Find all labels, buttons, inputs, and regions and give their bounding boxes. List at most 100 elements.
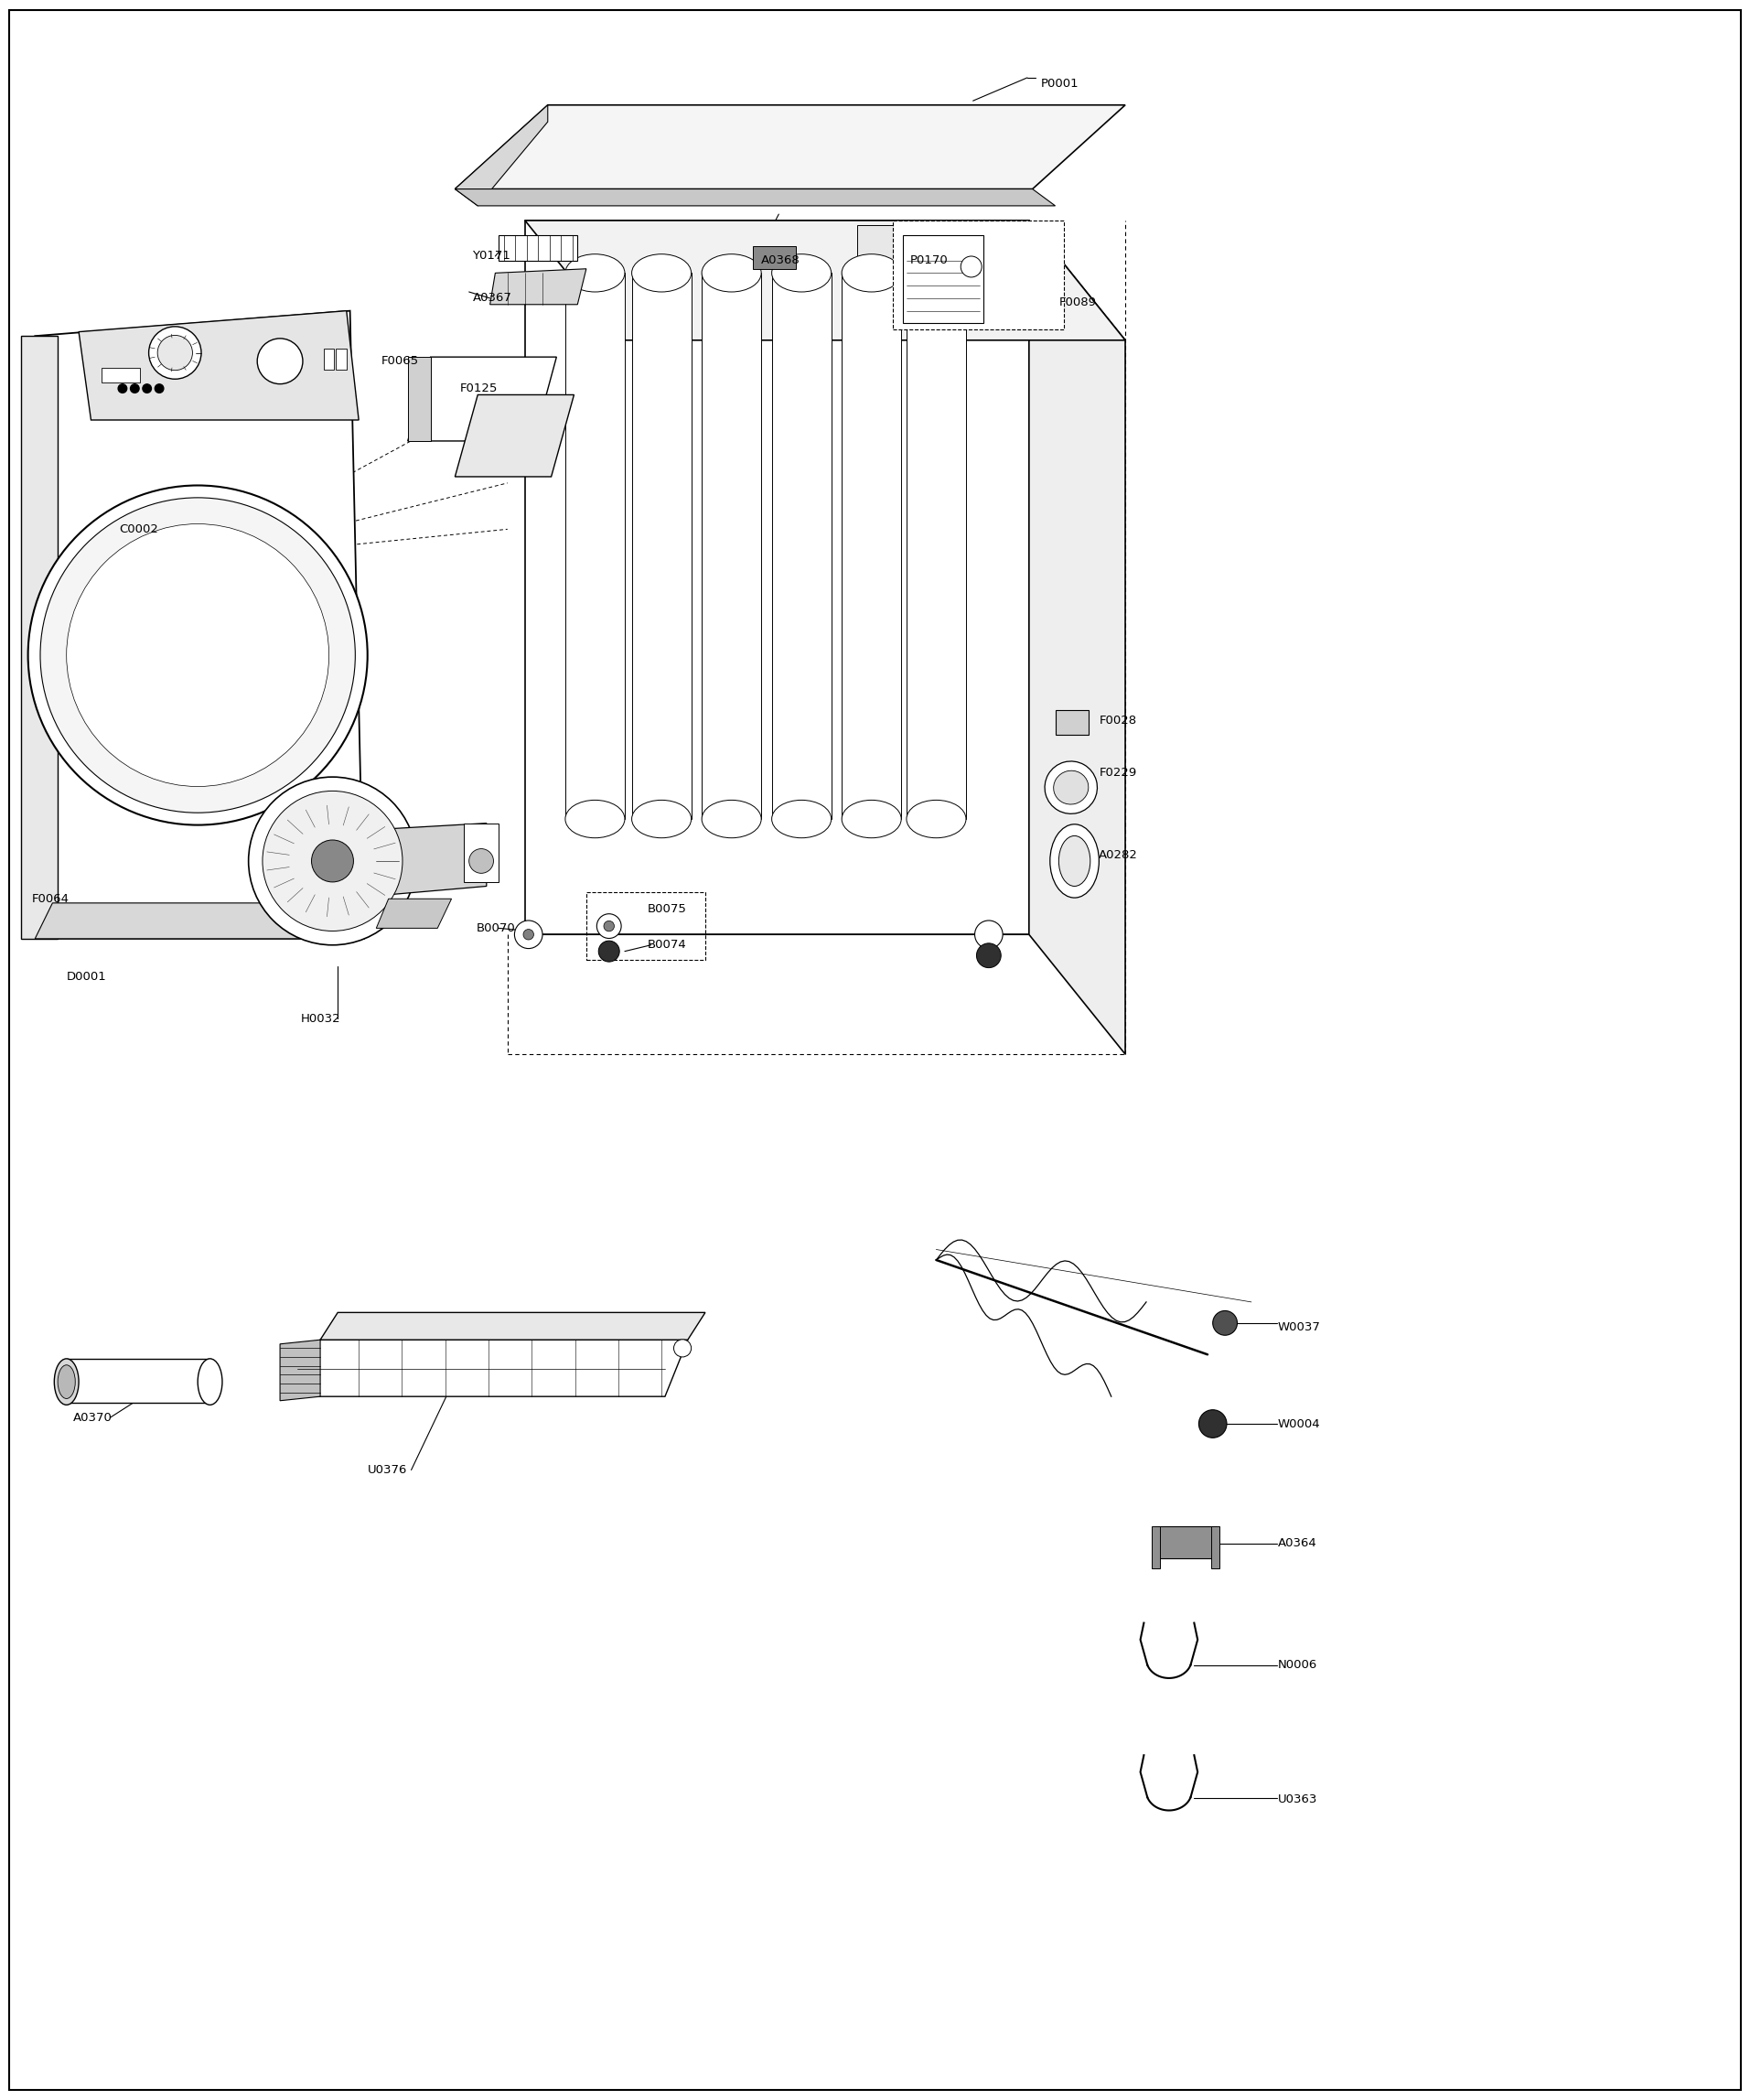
- Ellipse shape: [1045, 760, 1097, 815]
- Polygon shape: [66, 1359, 210, 1403]
- Ellipse shape: [632, 800, 691, 838]
- Circle shape: [149, 326, 201, 380]
- Polygon shape: [858, 225, 1024, 273]
- Circle shape: [257, 338, 303, 384]
- Polygon shape: [320, 1312, 705, 1340]
- Ellipse shape: [632, 254, 691, 292]
- Text: F0089: F0089: [1059, 296, 1096, 309]
- Polygon shape: [772, 273, 831, 819]
- Text: Y0171: Y0171: [472, 250, 511, 262]
- Circle shape: [117, 384, 126, 393]
- Polygon shape: [35, 311, 364, 939]
- Text: W0037: W0037: [1278, 1321, 1321, 1334]
- Circle shape: [1213, 1310, 1237, 1336]
- Text: A0367: A0367: [472, 292, 511, 304]
- Text: B0075: B0075: [648, 903, 686, 916]
- Bar: [102, 368, 140, 382]
- Circle shape: [40, 498, 355, 813]
- Polygon shape: [408, 357, 430, 441]
- Circle shape: [154, 384, 164, 393]
- Ellipse shape: [1059, 836, 1090, 886]
- Text: D0001: D0001: [66, 970, 107, 983]
- Circle shape: [144, 384, 150, 393]
- Circle shape: [158, 336, 192, 370]
- Ellipse shape: [772, 254, 831, 292]
- Circle shape: [28, 485, 368, 825]
- Circle shape: [469, 848, 494, 874]
- Polygon shape: [565, 273, 625, 819]
- Ellipse shape: [58, 1365, 75, 1399]
- Polygon shape: [702, 273, 761, 819]
- Text: B0070: B0070: [476, 922, 514, 934]
- Text: A0368: A0368: [761, 254, 800, 267]
- Text: A0282: A0282: [1099, 848, 1138, 861]
- Circle shape: [599, 941, 620, 962]
- Polygon shape: [280, 1340, 320, 1401]
- Ellipse shape: [565, 800, 625, 838]
- Text: U0363: U0363: [1278, 1793, 1318, 1806]
- Polygon shape: [903, 235, 984, 323]
- Text: N0006: N0006: [1278, 1659, 1318, 1672]
- Polygon shape: [376, 899, 452, 928]
- Circle shape: [1199, 1409, 1227, 1439]
- Polygon shape: [21, 336, 58, 939]
- Polygon shape: [455, 105, 548, 206]
- Circle shape: [604, 920, 614, 932]
- Text: P0001: P0001: [1041, 78, 1080, 90]
- Polygon shape: [525, 220, 1029, 934]
- Circle shape: [977, 943, 1001, 968]
- Polygon shape: [341, 823, 487, 899]
- Text: B0074: B0074: [648, 939, 686, 951]
- Polygon shape: [907, 273, 966, 819]
- Ellipse shape: [702, 800, 761, 838]
- Ellipse shape: [907, 800, 966, 838]
- Text: F0028: F0028: [1099, 714, 1136, 727]
- Circle shape: [66, 523, 329, 788]
- Text: F0064: F0064: [32, 892, 68, 905]
- Polygon shape: [1055, 710, 1088, 735]
- Polygon shape: [1155, 1527, 1216, 1558]
- Circle shape: [514, 920, 542, 949]
- Text: F0229: F0229: [1099, 766, 1138, 779]
- Text: P0170: P0170: [910, 254, 948, 267]
- Text: F0065: F0065: [382, 355, 418, 367]
- Polygon shape: [298, 1340, 688, 1397]
- Bar: [586, 892, 705, 960]
- Polygon shape: [455, 395, 574, 477]
- Circle shape: [248, 777, 416, 945]
- Polygon shape: [842, 273, 901, 819]
- Text: W0004: W0004: [1278, 1418, 1320, 1430]
- Ellipse shape: [1050, 825, 1099, 899]
- Circle shape: [975, 920, 1003, 949]
- Text: A0370: A0370: [74, 1411, 112, 1424]
- Ellipse shape: [907, 254, 966, 292]
- Ellipse shape: [842, 800, 901, 838]
- Bar: [892, 220, 1064, 330]
- Ellipse shape: [565, 254, 625, 292]
- Circle shape: [523, 928, 534, 941]
- Polygon shape: [632, 273, 691, 819]
- Polygon shape: [753, 246, 796, 269]
- Circle shape: [262, 792, 402, 930]
- Bar: [1152, 1527, 1160, 1569]
- Polygon shape: [455, 189, 1055, 206]
- Polygon shape: [1029, 220, 1125, 1054]
- Ellipse shape: [772, 800, 831, 838]
- Polygon shape: [499, 235, 578, 260]
- Circle shape: [985, 235, 1010, 260]
- Bar: [1211, 1527, 1220, 1569]
- Text: U0376: U0376: [368, 1464, 408, 1476]
- Ellipse shape: [1054, 771, 1088, 804]
- Circle shape: [312, 840, 354, 882]
- Polygon shape: [455, 105, 1125, 189]
- Circle shape: [130, 384, 138, 393]
- Ellipse shape: [702, 254, 761, 292]
- Polygon shape: [408, 357, 557, 441]
- Ellipse shape: [54, 1359, 79, 1405]
- Text: F0125: F0125: [460, 382, 499, 395]
- Circle shape: [961, 256, 982, 277]
- Text: A0364: A0364: [1278, 1537, 1316, 1550]
- Bar: [324, 349, 334, 370]
- Bar: [336, 349, 346, 370]
- Polygon shape: [79, 311, 359, 420]
